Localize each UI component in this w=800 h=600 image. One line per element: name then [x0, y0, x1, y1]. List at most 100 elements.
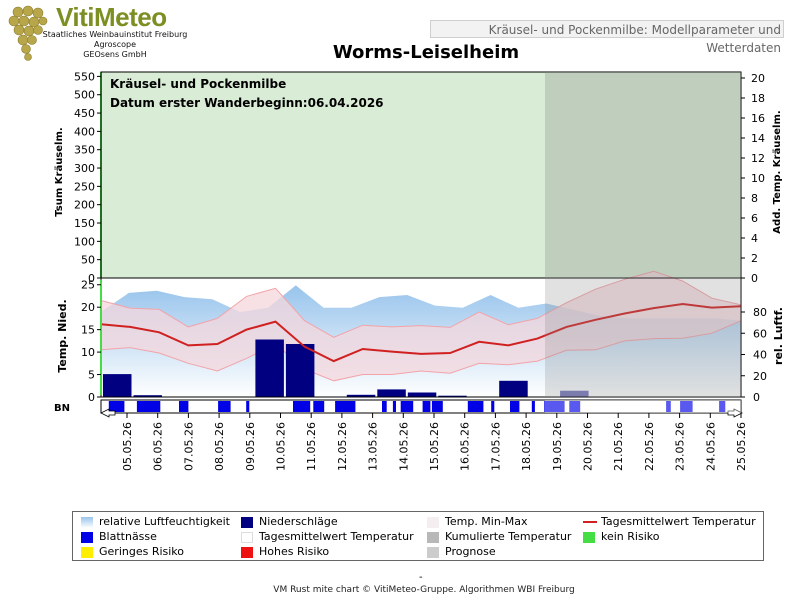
precip-bar	[346, 394, 376, 397]
bottom-left-tick-label: 0	[88, 391, 95, 404]
top-left-tick-label: 150	[74, 217, 95, 230]
x-tick-label: 19.05.26	[551, 422, 564, 471]
x-tick-label: 06.05.26	[152, 422, 165, 471]
scroll-right-arrow[interactable]	[727, 408, 743, 418]
top-left-tick-label: 250	[74, 180, 95, 193]
leaf-wetness-segment	[544, 401, 565, 412]
x-tick-label: 09.05.26	[244, 422, 257, 471]
top-right-tick-label: 16	[751, 112, 765, 125]
precip-bar	[133, 395, 162, 397]
legend-label: Blattnässe	[99, 530, 157, 543]
legend-label: Niederschläge	[259, 515, 338, 528]
top-right-tick-label: 20	[751, 72, 765, 85]
leaf-wetness-segment	[313, 401, 325, 412]
logo-line-3: GEOsens GmbH	[83, 50, 147, 59]
scroll-left-arrow[interactable]	[100, 408, 116, 418]
forecast-overlay-top	[545, 72, 741, 278]
bottom-left-tick-label: 15	[81, 324, 95, 337]
top-right-axis-label: Add. Temp. Kräuselm.	[772, 110, 783, 233]
legend-label: Tagesmittelwert Temperatur	[259, 530, 414, 543]
line-swatch	[583, 521, 597, 523]
leaf-wetness-segment	[666, 401, 671, 412]
leaf-wetness-segment	[510, 401, 520, 412]
bottom-right-axis-label: rel. Luftf.	[772, 307, 785, 365]
legend-label: Temp. Min-Max	[445, 515, 528, 528]
leaf-wetness-segment	[431, 401, 443, 412]
leaf-wetness-segment	[335, 401, 356, 412]
top-right-tick-label: 8	[751, 192, 758, 205]
temp-min-line	[100, 320, 742, 382]
x-tick-label: 10.05.26	[275, 422, 288, 471]
wetness-swatch	[81, 532, 93, 543]
top-left-ticks: 0 50 100 150 200 250 300 350 400 450 500 550	[74, 70, 101, 285]
footer-dash: -	[419, 572, 423, 583]
chart: Kräusel- und Pockenmilbe Datum erster Wa…	[54, 70, 785, 471]
x-tick-label: 23.05.26	[674, 422, 687, 471]
forecast-overlay-wetness	[545, 400, 741, 413]
yellow-swatch	[81, 547, 93, 558]
x-tick-label: 08.05.26	[213, 422, 226, 471]
top-right-tick-label: 6	[751, 212, 758, 225]
leaf-wetness-segment	[392, 401, 396, 412]
precip-bar	[285, 344, 315, 397]
bottom-right-tick-label: 80	[753, 306, 767, 319]
leaf-wetness-segment	[569, 401, 581, 412]
top-right-tick-label: 0	[751, 272, 758, 285]
top-left-tick-label: 50	[81, 254, 95, 267]
bottom-left-tick-label: 5	[88, 369, 95, 382]
bottom-right-tick-label: 0	[753, 391, 760, 404]
legend-label: Tagesmittelwert Temperatur	[601, 515, 756, 528]
legend: relative Luftfeuchtigkeit Niederschläge Te…	[72, 511, 764, 561]
top-panel-title: Kräusel- und Pockenmilbe	[110, 77, 286, 91]
leaf-wetness-segment	[246, 401, 250, 412]
wetness-strip-bg	[100, 399, 742, 414]
logo-line-1: Staatliches Weinbauinstitut Freiburg	[42, 30, 188, 39]
top-panel-subtitle: Datum erster Wanderbeginn:06.04.2026	[110, 96, 384, 110]
bottom-right-tick-label: 20	[753, 370, 767, 383]
cum-swatch	[427, 532, 439, 543]
top-left-axis-label: Tsum Kräuselm.	[54, 127, 65, 216]
precip-bar	[255, 339, 284, 397]
leaf-wetness-segment	[467, 401, 484, 412]
logo: VitiMeteo Staatliches Weinbauinstitut Fr…	[4, 2, 194, 62]
top-right-tick-label: 18	[751, 92, 765, 105]
logo-title: VitiMeteo	[56, 2, 167, 32]
bottom-left-tick-label: 25	[81, 279, 95, 292]
precip-bar	[103, 374, 132, 397]
top-left-tick-label: 400	[74, 125, 95, 138]
top-right-tick-label: 10	[751, 172, 765, 185]
x-tick-label: 22.05.26	[643, 422, 656, 471]
precip-bar	[560, 390, 589, 397]
bottom-right-ticks: 0 20 40 60 80	[741, 306, 767, 404]
x-tick-label: 15.05.26	[428, 422, 441, 471]
footer-credit: VM Rust mite chart © VitiMeteo-Gruppe. A…	[273, 585, 575, 595]
top-right-tick-label: 12	[751, 152, 765, 165]
red-swatch	[241, 547, 253, 558]
x-tick-label: 21.05.26	[612, 422, 625, 471]
x-tick-label: 07.05.26	[182, 422, 195, 471]
bottom-left-tick-label: 10	[81, 346, 95, 359]
temp-mean-line	[100, 302, 742, 363]
top-left-tick-label: 200	[74, 199, 95, 212]
top-right-tick-label: 14	[751, 132, 765, 145]
top-left-tick-label: 0	[88, 272, 95, 285]
x-tick-label: 20.05.26	[582, 422, 595, 471]
precip-bar	[377, 389, 406, 397]
x-tick-label: 17.05.26	[489, 422, 502, 471]
green-swatch	[583, 532, 595, 543]
top-left-tick-label: 100	[74, 235, 95, 248]
leaf-wetness-segment	[531, 401, 535, 412]
legend-label: Prognose	[445, 545, 496, 558]
leaf-wetness-segment	[491, 401, 495, 412]
legend-label: kein Risiko	[601, 530, 660, 543]
leaf-wetness-segment	[400, 401, 414, 412]
bottom-right-tick-label: 60	[753, 327, 767, 340]
top-left-tick-label: 300	[74, 162, 95, 175]
precip-bars	[103, 339, 589, 397]
leaf-wetness-segment	[680, 401, 693, 412]
x-tick-label: 12.05.26	[336, 422, 349, 471]
minmax-swatch	[427, 517, 439, 528]
grape-cluster-icon	[8, 5, 48, 61]
leaf-wetness-segment	[422, 401, 431, 412]
top-left-tick-label: 350	[74, 144, 95, 157]
